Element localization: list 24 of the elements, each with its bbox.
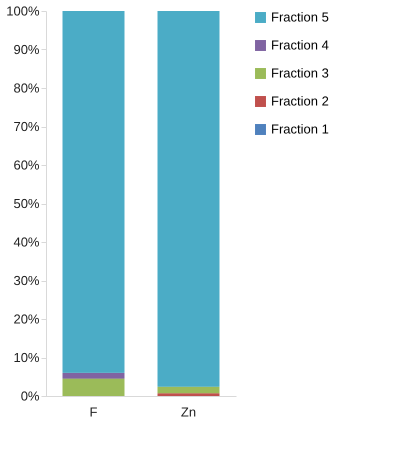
bar: [158, 386, 220, 394]
bar: [62, 372, 124, 379]
bar: [62, 378, 124, 396]
legend-label: Fraction 5: [271, 10, 329, 24]
y-tick-label: 50%: [13, 196, 40, 211]
bar: [62, 11, 124, 373]
y-tick-label: 80%: [13, 80, 40, 96]
y-tick-label: 20%: [13, 312, 40, 326]
legend-label: Fraction 4: [271, 38, 329, 52]
bar: [158, 393, 220, 396]
y-tick-label: 60%: [13, 158, 40, 172]
y-tick-label: 100%: [6, 4, 40, 18]
y-tick-label: 10%: [13, 350, 40, 365]
legend-label: Fraction 2: [271, 94, 329, 108]
y-tick-label: 90%: [13, 42, 40, 57]
legend-label: Fraction 3: [271, 66, 329, 80]
bar: [158, 11, 220, 387]
legend-label: Fraction 1: [271, 122, 329, 136]
y-tick-label: 40%: [13, 234, 40, 250]
y-tick-label: 30%: [13, 273, 40, 288]
x-tick-label: F: [90, 404, 98, 420]
x-tick-label: Zn: [180, 404, 196, 420]
y-tick-label: 0%: [20, 388, 40, 404]
y-tick-label: 70%: [13, 119, 40, 134]
